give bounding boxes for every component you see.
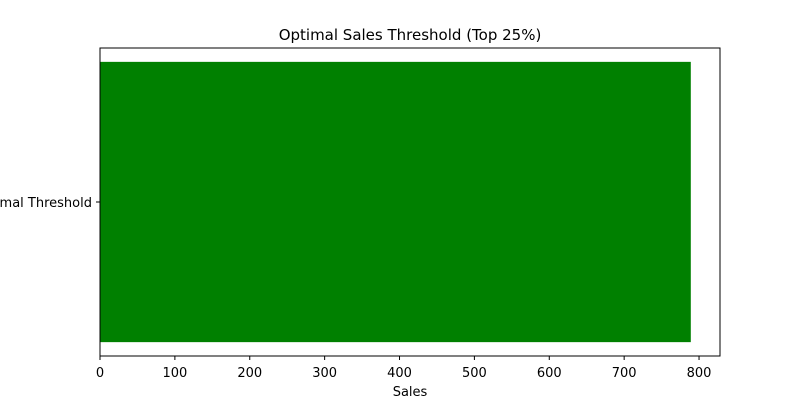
x-axis-label: Sales xyxy=(393,385,428,400)
bar-0 xyxy=(100,61,691,343)
x-tick-label-6: 600 xyxy=(537,366,562,381)
x-tick-label-8: 800 xyxy=(687,366,712,381)
axes-frame xyxy=(99,47,721,357)
x-tick-label-5: 500 xyxy=(462,366,487,381)
y-tick-label-0: Optimal Threshold xyxy=(0,196,92,211)
plot-area: Optimal Threshold 0 100 200 300 400 500 600 700 8… xyxy=(0,61,712,381)
x-tick-label-1: 100 xyxy=(162,366,187,381)
x-tick-label-7: 700 xyxy=(612,366,637,381)
x-tick-label-3: 300 xyxy=(312,366,337,381)
x-tick-label-4: 400 xyxy=(387,366,412,381)
x-tick-label-2: 200 xyxy=(237,366,262,381)
x-tick-label-0: 0 xyxy=(96,366,104,381)
chart-title: Optimal Sales Threshold (Top 25%) xyxy=(279,26,542,44)
